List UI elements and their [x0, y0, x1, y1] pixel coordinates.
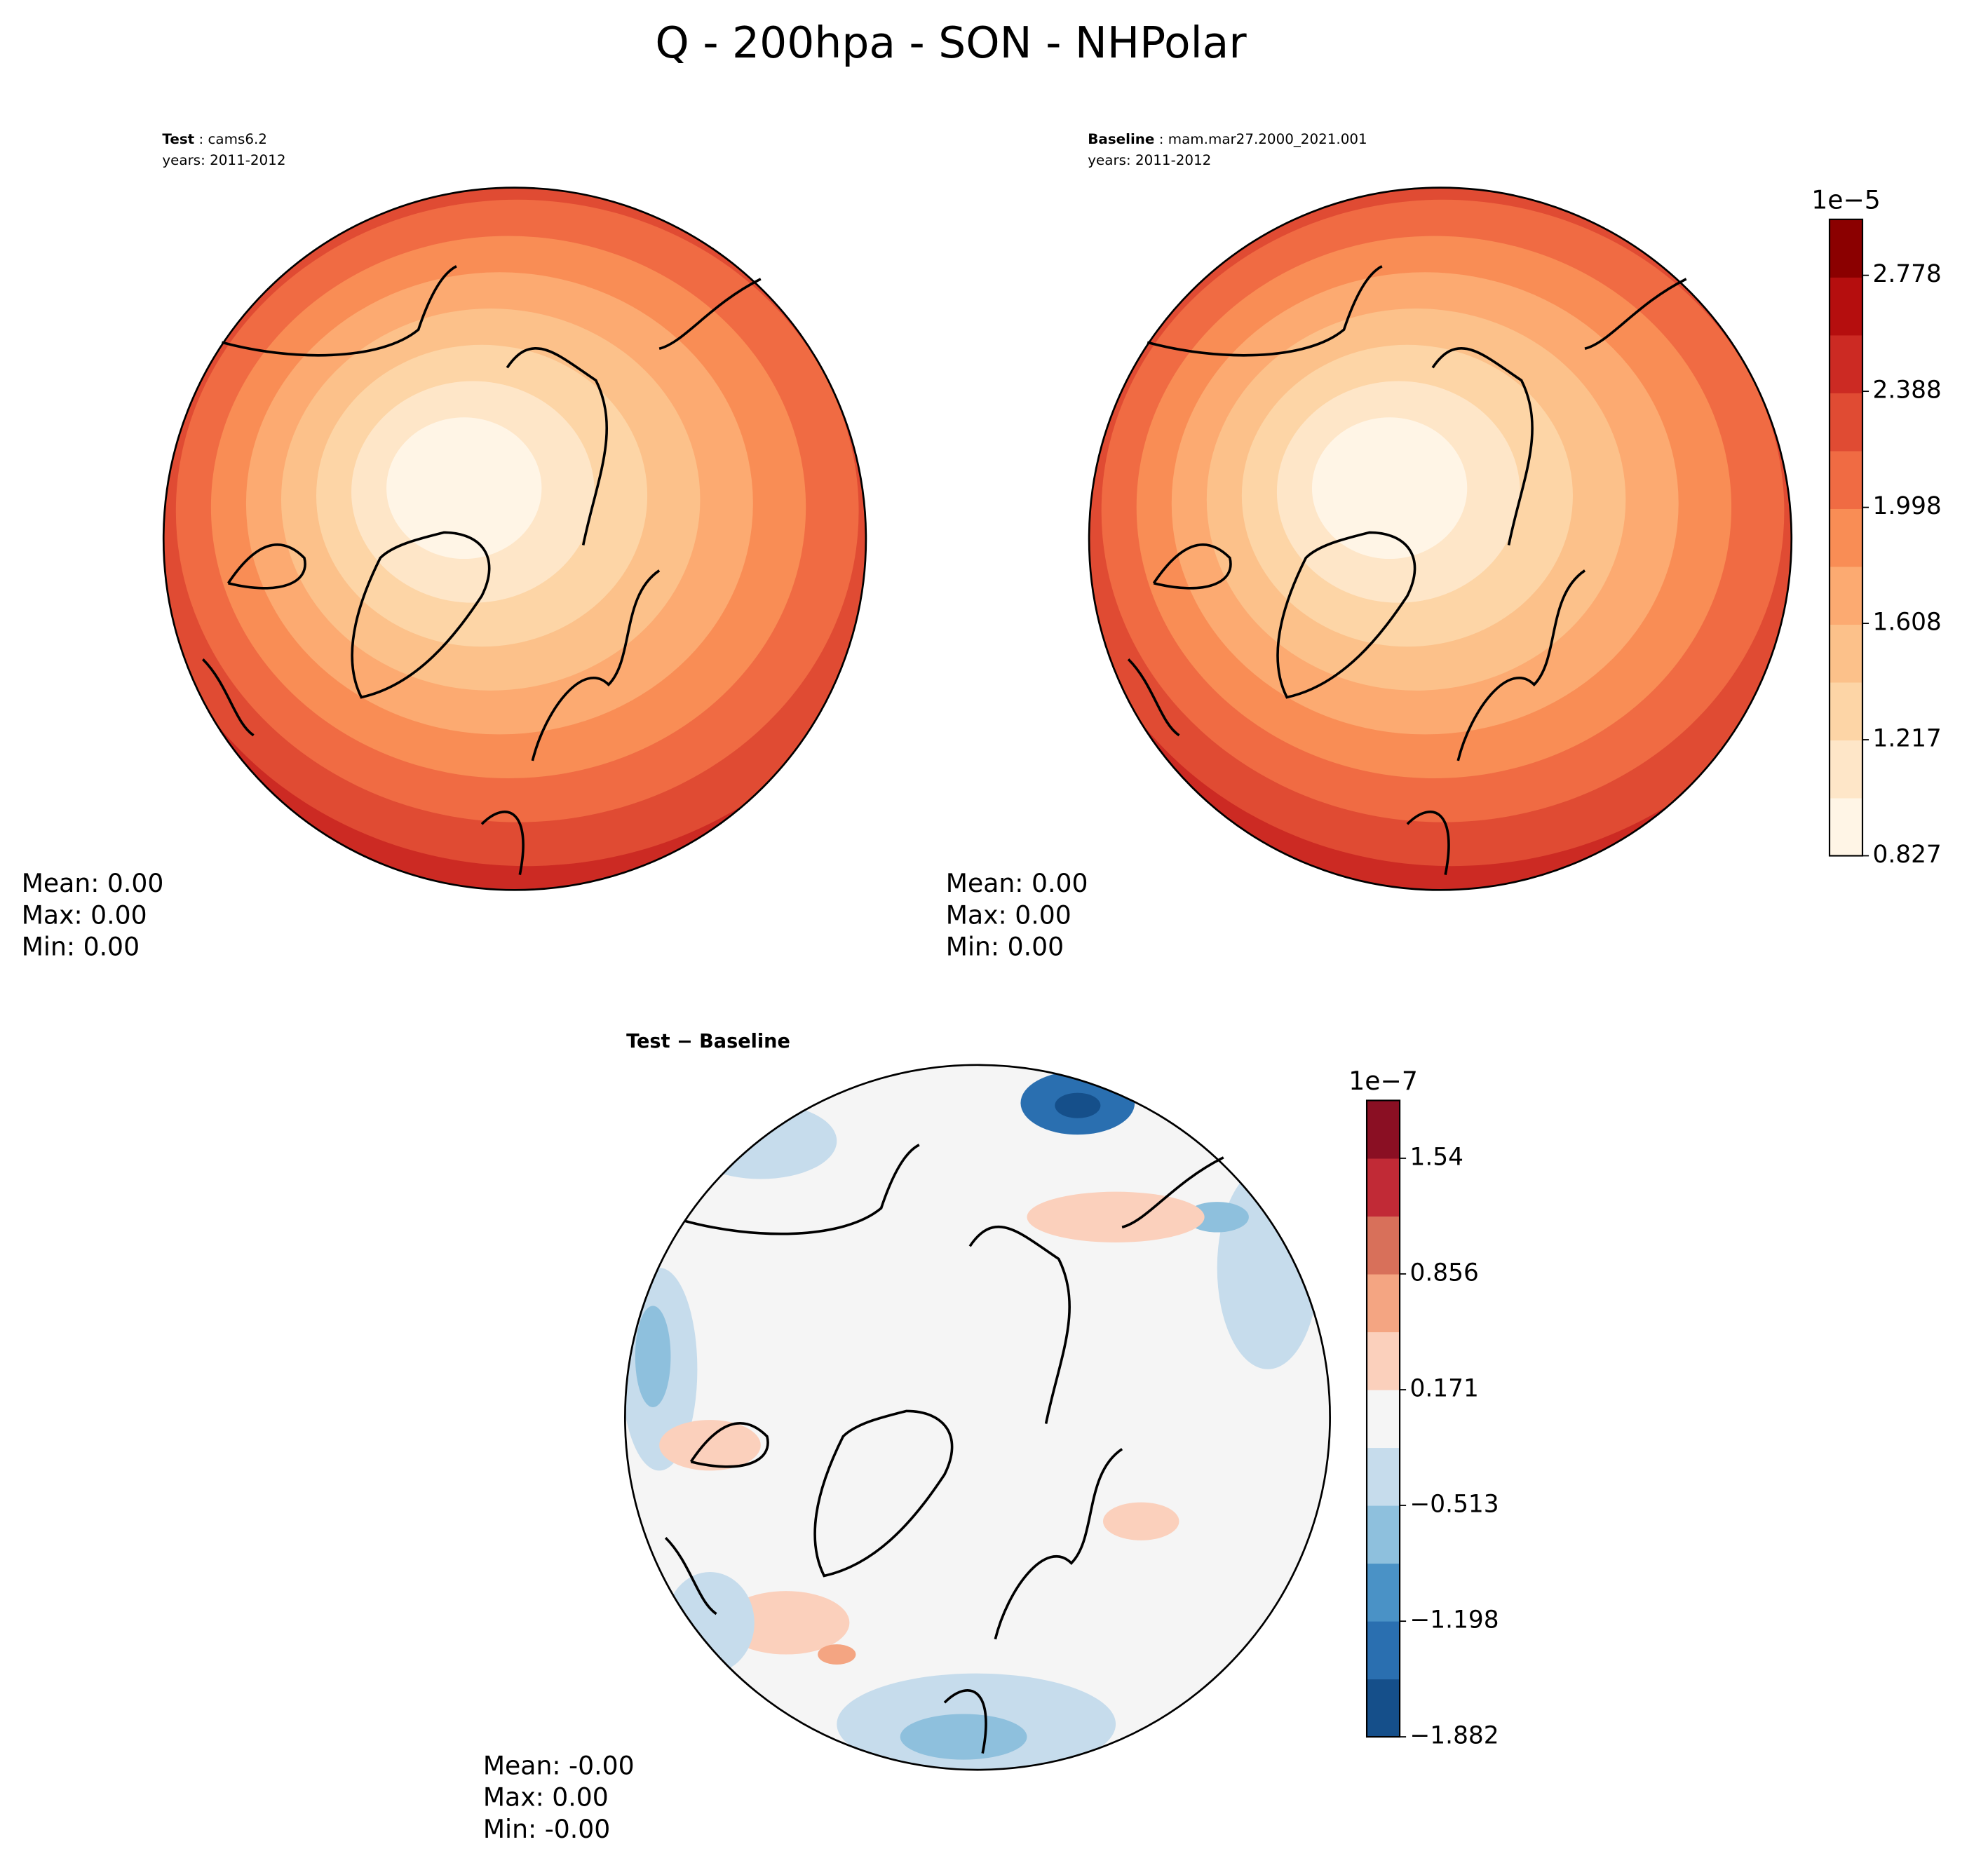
- coastline: [1127, 278, 1687, 737]
- stat-line: Mean: -0.00: [483, 1750, 635, 1780]
- panel-title: Baseline : mam.mar27.2000_2021.001: [1088, 130, 1367, 147]
- map-border: [1088, 187, 1793, 891]
- panel-title-rest: : cams6.2: [198, 130, 266, 147]
- coastline: [1147, 265, 1383, 590]
- coastline: [664, 1156, 1224, 1615]
- colorbar-offset: 1e−7: [1348, 1066, 1418, 1096]
- colorbar-tick-label: 1.54: [1410, 1143, 1463, 1171]
- stat-line: Min: 0.00: [946, 931, 1064, 961]
- colorbar-band: [1367, 1621, 1400, 1680]
- stat-line: Mean: 0.00: [22, 868, 164, 898]
- panel-title: Test : cams6.2: [162, 130, 267, 147]
- colorbar-offset: 1e−5: [1811, 185, 1881, 215]
- colorbar-band: [1829, 508, 1863, 567]
- stat-line: Max: 0.00: [483, 1782, 609, 1813]
- coastlines: [202, 265, 1687, 1754]
- map-border: [624, 1064, 1331, 1771]
- colorbar-band: [1829, 334, 1863, 393]
- panel-years: years: 2011-2012: [1088, 152, 1211, 168]
- colorbar-frame: [1828, 218, 1864, 857]
- contour-band: [1311, 417, 1468, 560]
- map-border: [162, 187, 867, 891]
- colorbar-band: [1829, 219, 1863, 278]
- stat-line: Max: 0.00: [946, 900, 1071, 930]
- colorbar-band: [1367, 1679, 1400, 1737]
- coastline: [221, 265, 457, 590]
- map: [1089, 187, 1792, 890]
- coastline: [202, 278, 762, 737]
- colorbar-tick-label: 0.171: [1410, 1375, 1479, 1403]
- colorbar-frame: [1365, 1099, 1401, 1738]
- colorbar-tick-label: 0.827: [1872, 841, 1941, 869]
- colorbar-band: [1367, 1447, 1400, 1506]
- map: [163, 187, 866, 890]
- colorbar-tick-label: −0.513: [1410, 1490, 1499, 1518]
- colorbar-band: [1829, 566, 1863, 625]
- panel-years: years: 2011-2012: [162, 152, 285, 168]
- colorbar-band: [1367, 1216, 1400, 1275]
- coastline: [480, 346, 661, 875]
- panel-title: Test − Baseline: [626, 1031, 790, 1052]
- colorbar-band: [1829, 797, 1863, 857]
- colorbar-tick-label: −1.882: [1410, 1722, 1499, 1750]
- colorbar-band: [1829, 450, 1863, 509]
- colorbar-tick-label: 1.217: [1872, 725, 1941, 753]
- colorbar-band: [1367, 1332, 1400, 1390]
- colorbar-tick-label: 2.388: [1872, 377, 1941, 405]
- colorbar-tick-label: 1.998: [1872, 492, 1941, 520]
- figure-title: Q - 200hpa - SON - NHPolar: [655, 18, 1247, 68]
- colorbar-band: [1829, 624, 1863, 683]
- panel-title-rest: : mam.mar27.2000_2021.001: [1159, 130, 1367, 147]
- colorbar-band: [1367, 1505, 1400, 1564]
- contour-band: [386, 417, 542, 560]
- colorbar-band: [1829, 682, 1863, 741]
- stat-line: Min: -0.00: [483, 1814, 610, 1844]
- panel-title-bold: Test: [162, 130, 194, 147]
- map: [625, 1064, 1330, 1770]
- colorbar-band: [1367, 1390, 1400, 1449]
- coastline: [1276, 531, 1416, 699]
- colorbar-band: [1829, 740, 1863, 799]
- colorbar-tick-label: 0.856: [1410, 1259, 1479, 1287]
- panel-title-bold: Baseline: [1088, 130, 1154, 147]
- stat-line: Max: 0.00: [22, 900, 147, 930]
- coastline: [351, 531, 491, 699]
- coastline: [813, 1409, 954, 1578]
- colorbar-band: [1367, 1158, 1400, 1217]
- colorbar-band: [1367, 1100, 1400, 1159]
- stat-line: Min: 0.00: [22, 931, 140, 961]
- colorbar-band: [1367, 1563, 1400, 1622]
- colorbars: 0.827 1.217 1.608 1.998 2.388 2.778 1e−5 −1.882…: [1348, 185, 1942, 1750]
- coastline: [684, 1144, 920, 1468]
- colorbar-tick-label: 1.608: [1872, 609, 1941, 637]
- colorbar-tick-label: 2.778: [1872, 260, 1941, 288]
- colorbar-band: [1367, 1273, 1400, 1333]
- coastline: [1406, 346, 1586, 875]
- coastline: [943, 1225, 1123, 1754]
- colorbar-band: [1829, 393, 1863, 452]
- colorbar-tick-label: −1.198: [1410, 1606, 1499, 1634]
- colorbar-band: [1829, 277, 1863, 336]
- stat-line: Mean: 0.00: [946, 868, 1088, 898]
